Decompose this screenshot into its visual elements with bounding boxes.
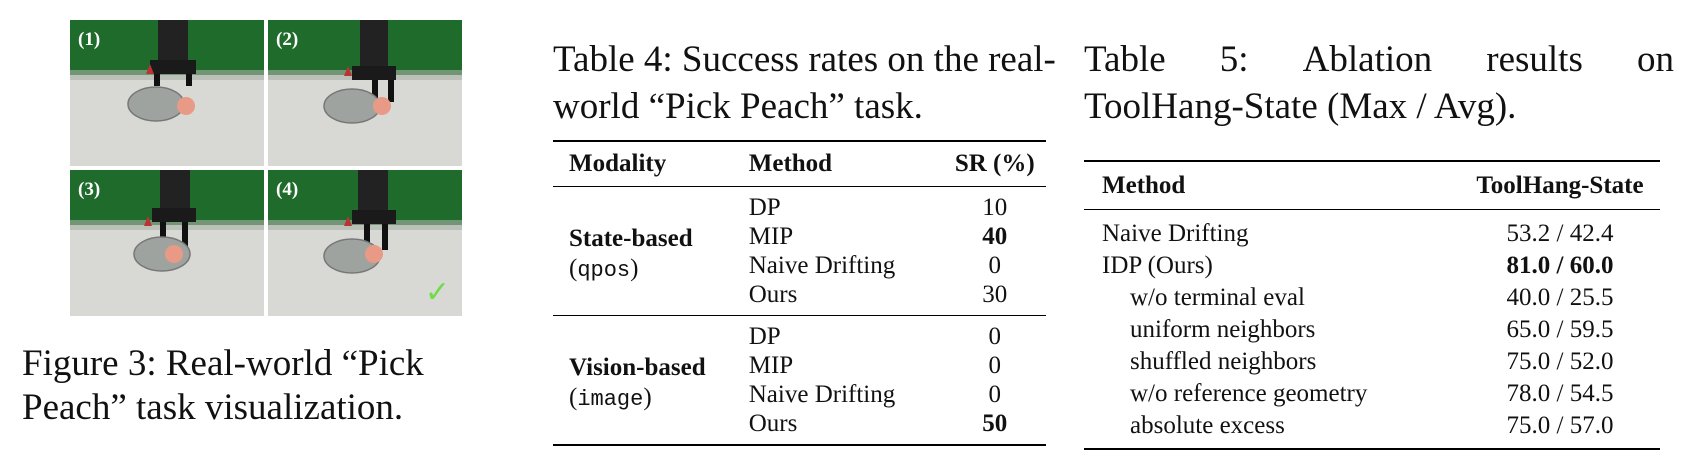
table-row: Naive Drifting 0 bbox=[553, 380, 1046, 409]
caption-word: Ablation bbox=[1302, 39, 1433, 80]
table-4: Modality Method SR (%) State-based (qpos… bbox=[553, 140, 1046, 446]
method-cell: uniform neighbors bbox=[1130, 316, 1316, 343]
figure-3-caption: Figure 3: Real-world “Pick Peach” task v… bbox=[22, 343, 424, 428]
sr-cell: 0 bbox=[988, 352, 1001, 379]
table-row: Ours 50 bbox=[553, 409, 1046, 445]
modality-sub: (qpos) bbox=[569, 254, 639, 283]
column-header-sr: SR (%) bbox=[954, 150, 1035, 177]
checkmark-icon: ✓ bbox=[424, 275, 450, 310]
robot-arm-photo bbox=[70, 20, 264, 166]
method-cell: absolute excess bbox=[1130, 412, 1285, 439]
sr-cell: 10 bbox=[982, 194, 1008, 221]
table-row: w/o reference geometry 78.0 / 54.5 bbox=[1084, 378, 1660, 410]
caption-word: on bbox=[1636, 39, 1674, 80]
value-cell: 75.0 / 52.0 bbox=[1506, 348, 1614, 375]
sr-cell: 30 bbox=[982, 281, 1008, 308]
panel-label: (1) bbox=[78, 29, 101, 50]
method-cell: MIP bbox=[748, 223, 794, 250]
robot-arm-photo bbox=[268, 170, 462, 316]
value-cell: 75.0 / 57.0 bbox=[1506, 412, 1614, 439]
robot-arm-photo bbox=[268, 20, 462, 166]
table-row: IDP (Ours) 81.0 / 60.0 bbox=[1084, 250, 1660, 282]
figure-panel-4: (4) ✓ bbox=[268, 170, 462, 316]
value-cell: 65.0 / 59.5 bbox=[1506, 316, 1614, 343]
method-cell: IDP (Ours) bbox=[1102, 252, 1213, 279]
modality-name: State-based bbox=[569, 224, 693, 252]
method-cell: Ours bbox=[748, 281, 798, 308]
table-row: shuffled neighbors 75.0 / 52.0 bbox=[1084, 346, 1660, 378]
figure-panel-1: (1) bbox=[70, 20, 264, 166]
sr-cell: 0 bbox=[988, 381, 1001, 408]
modality-name: Vision-based bbox=[569, 353, 706, 381]
value-cell: 40.0 / 25.5 bbox=[1506, 284, 1614, 311]
table-row: Vision-based (image) DP 0 bbox=[553, 316, 1046, 412]
method-cell: w/o reference geometry bbox=[1130, 380, 1368, 407]
modality-cell: Vision-based (image) bbox=[553, 316, 749, 446]
table-row: MIP 0 bbox=[553, 351, 1046, 380]
value-cell: 81.0 / 60.0 bbox=[1506, 252, 1614, 279]
sr-cell: 40 bbox=[982, 223, 1008, 250]
method-cell: w/o terminal eval bbox=[1130, 284, 1305, 311]
table-group-vision-based: Vision-based (image) DP 0 MIP 0 Naive Dr… bbox=[553, 316, 1046, 445]
table-row: uniform neighbors 65.0 / 59.5 bbox=[1084, 314, 1660, 346]
caption-line-2: ToolHang-State (Max / Avg). bbox=[1084, 86, 1517, 127]
table-4-caption: Table 4: Success rates on the real-world… bbox=[553, 39, 1056, 127]
method-cell: Naive Drifting bbox=[748, 252, 896, 279]
caption-word: Table bbox=[1084, 39, 1166, 80]
sr-cell: 50 bbox=[982, 410, 1008, 437]
column-header-modality: Modality bbox=[569, 150, 667, 177]
table-row: State-based (qpos) DP 10 bbox=[553, 187, 1046, 283]
table-row: absolute excess 75.0 / 57.0 bbox=[1084, 410, 1660, 449]
method-cell: DP bbox=[748, 323, 781, 350]
table-row: Naive Drifting 0 bbox=[553, 251, 1046, 280]
method-cell: Naive Drifting bbox=[748, 381, 896, 408]
method-cell: MIP bbox=[748, 352, 794, 379]
modality-cell: State-based (qpos) bbox=[553, 187, 749, 316]
panel-label: (2) bbox=[276, 29, 299, 50]
table-row: Naive Drifting 53.2 / 42.4 bbox=[1084, 210, 1660, 251]
table-row: Ours 30 bbox=[553, 280, 1046, 316]
method-cell: Naive Drifting bbox=[1102, 220, 1249, 247]
panel-label: (4) bbox=[276, 179, 299, 200]
table-row: w/o terminal eval 40.0 / 25.5 bbox=[1084, 282, 1660, 314]
modality-sub-code: image bbox=[577, 386, 644, 412]
method-cell: shuffled neighbors bbox=[1130, 348, 1317, 375]
table-row: MIP 40 bbox=[553, 222, 1046, 251]
method-cell: Ours bbox=[748, 410, 798, 437]
caption-word: 5: bbox=[1219, 39, 1249, 80]
value-cell: 53.2 / 42.4 bbox=[1506, 220, 1614, 247]
method-cell: DP bbox=[748, 194, 781, 221]
figure-panel-2: (2) bbox=[268, 20, 462, 166]
column-header-method: Method bbox=[748, 150, 833, 177]
robot-arm-photo bbox=[70, 170, 264, 316]
caption-word: results bbox=[1486, 39, 1583, 80]
column-header-toolhang: ToolHang-State bbox=[1476, 171, 1644, 199]
table-5: Method ToolHang-State Naive Drifting 53.… bbox=[1084, 160, 1660, 450]
sr-cell: 0 bbox=[988, 323, 1001, 350]
modality-sub-code: qpos bbox=[577, 257, 631, 283]
figure-panel-3: (3) bbox=[70, 170, 264, 316]
figure-3-image-grid: (1) (2) (3) bbox=[70, 20, 470, 320]
table-header-row: Method ToolHang-State bbox=[1084, 161, 1660, 210]
modality-sub: (image) bbox=[569, 383, 652, 412]
caption-line-1: Table 5: Ablation results on bbox=[1084, 36, 1674, 83]
column-header-method: Method bbox=[1102, 171, 1186, 199]
value-cell: 78.0 / 54.5 bbox=[1506, 380, 1614, 407]
table-5-caption: Table 5: Ablation results on ToolHang-St… bbox=[1084, 36, 1674, 130]
sr-cell: 0 bbox=[988, 252, 1001, 279]
panel-label: (3) bbox=[78, 179, 101, 200]
table-header-row: Modality Method SR (%) bbox=[553, 141, 1046, 187]
table-group-state-based: State-based (qpos) DP 10 MIP 40 Naive Dr… bbox=[553, 187, 1046, 316]
